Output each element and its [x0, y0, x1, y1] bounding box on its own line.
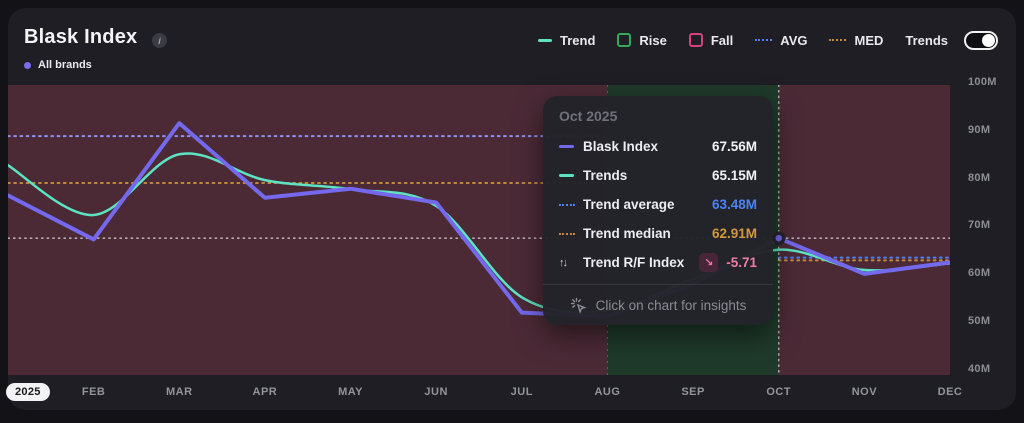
trend-line-swatch-icon: [537, 38, 552, 42]
avg-dotted-icon: [755, 39, 773, 41]
trends-toggle[interactable]: [964, 30, 998, 50]
tooltip-title: Oct 2025: [559, 108, 618, 124]
x-axis-label: FEB: [81, 386, 106, 398]
chart-legend: Trend Rise Fall AVG MED Trends: [537, 30, 998, 50]
x-axis-label: APR: [252, 386, 278, 398]
legend-item-trend[interactable]: Trend: [537, 33, 595, 48]
up-down-arrows-icon: ↑↓: [559, 256, 568, 269]
tooltip-row-trend-rf-index: ↑↓ Trend R/F Index ↘ -5.71: [559, 253, 757, 272]
x-axis-label: AUG: [594, 386, 621, 398]
trends-toggle-group: Trends: [905, 33, 948, 48]
y-axis-label: 70M: [968, 219, 991, 232]
y-axis-label: 90M: [968, 123, 991, 136]
tooltip-row-trend-median: Trend median 62.91M: [559, 219, 757, 248]
legend-item-med[interactable]: MED: [829, 33, 883, 48]
fall-square-icon: [688, 33, 703, 47]
legend-item-rise[interactable]: Rise: [617, 33, 667, 48]
all-brands-label: All brands: [38, 59, 92, 71]
x-axis-label: SEP: [681, 386, 705, 398]
fall-region: [8, 85, 608, 375]
tooltip-row-trends: Trends 65.15M: [559, 161, 757, 190]
fall-arrow-badge-icon: ↘: [699, 253, 719, 272]
legend-item-avg[interactable]: AVG: [755, 33, 807, 48]
med-dotted-icon: [829, 39, 847, 41]
trends-toggle-label: Trends: [905, 32, 948, 48]
x-axis-label: DEC: [937, 386, 963, 398]
y-axis-label: 80M: [968, 171, 991, 184]
info-icon[interactable]: i: [152, 33, 167, 48]
y-axis-label: 60M: [968, 267, 991, 280]
x-axis-label: MAR: [165, 386, 193, 398]
tooltip-footer: Click on chart for insights: [559, 285, 757, 325]
year-pill[interactable]: 2025: [6, 383, 50, 401]
chart-tooltip: Oct 2025 Blask Index 67.56M Trends 65.15…: [543, 96, 773, 325]
all-brands-badge[interactable]: All brands: [24, 59, 92, 71]
series-trends: [8, 152, 950, 314]
x-axis-label: JUL: [510, 386, 533, 398]
avg-dotted-swatch-icon: [559, 203, 575, 206]
y-axis-label: 100M: [968, 76, 997, 88]
click-insights-icon: [570, 297, 587, 314]
legend-item-fall[interactable]: Fall: [688, 33, 733, 48]
fall-region: [778, 85, 950, 375]
page-title: Blask Index: [24, 26, 138, 48]
chart-plot[interactable]: [8, 85, 950, 375]
y-axis-label: 40M: [968, 362, 991, 375]
y-axis-label: 50M: [968, 315, 991, 328]
tooltip-row-trend-average: Trend average 63.48M: [559, 190, 757, 219]
x-axis-label: OCT: [766, 386, 792, 398]
blask-line-swatch-icon: [559, 145, 574, 148]
tooltip-divider: [543, 284, 773, 285]
x-axis-label: NOV: [851, 386, 878, 398]
selected-point-dot: [771, 231, 786, 245]
rise-square-icon: [617, 33, 632, 47]
x-axis-label: MAY: [338, 386, 363, 398]
med-dotted-swatch-icon: [559, 232, 575, 235]
brand-dot-icon: [24, 61, 31, 69]
x-axis-label: JUN: [424, 386, 448, 398]
tooltip-row-blask-index: Blask Index 67.56M: [559, 132, 757, 161]
series-blask-index: [8, 121, 950, 319]
trends-line-swatch-icon: [559, 174, 574, 177]
toggle-knob: [982, 33, 995, 47]
